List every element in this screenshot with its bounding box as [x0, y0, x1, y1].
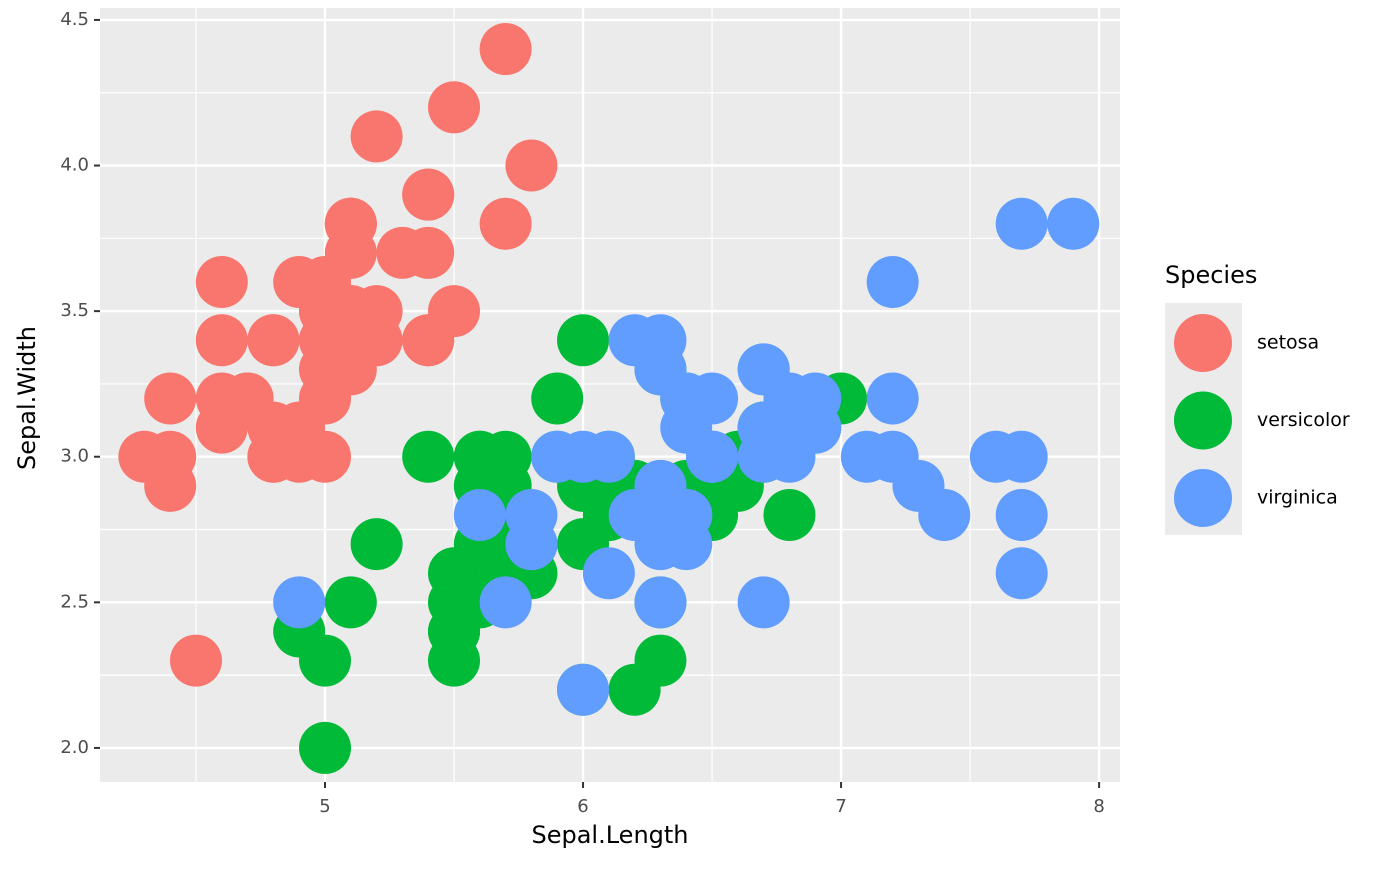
point	[350, 518, 403, 571]
point	[1047, 197, 1100, 250]
legend-label: virginica	[1257, 487, 1338, 509]
point	[918, 488, 971, 541]
x-tick-label: 6	[577, 796, 588, 817]
point	[428, 81, 481, 134]
point	[737, 430, 790, 483]
point	[195, 372, 248, 425]
point	[634, 634, 687, 687]
point	[866, 430, 919, 483]
point	[479, 197, 532, 250]
point	[402, 430, 455, 483]
point	[995, 547, 1048, 600]
point	[144, 430, 197, 483]
point	[195, 256, 248, 309]
x-tick-label: 7	[835, 796, 846, 817]
point	[686, 430, 739, 483]
point	[763, 488, 816, 541]
legend-title: Species	[1165, 261, 1257, 289]
point	[324, 197, 377, 250]
point	[995, 197, 1048, 250]
y-tick-label: 2.0	[60, 737, 89, 758]
point	[737, 343, 790, 396]
point	[273, 576, 326, 629]
point	[531, 372, 584, 425]
point	[299, 343, 352, 396]
point	[479, 23, 532, 76]
point	[350, 110, 403, 163]
point	[247, 430, 300, 483]
point	[737, 576, 790, 629]
legend-label: versicolor	[1257, 409, 1350, 431]
point	[195, 314, 248, 367]
point	[505, 139, 558, 192]
point	[402, 168, 455, 221]
x-tick-label: 5	[319, 796, 330, 817]
point	[299, 285, 352, 338]
point	[557, 314, 610, 367]
point	[299, 721, 352, 774]
point	[582, 547, 635, 600]
point	[995, 488, 1048, 541]
point	[866, 256, 919, 309]
point	[608, 314, 661, 367]
point	[453, 488, 506, 541]
y-tick-label: 4.5	[60, 9, 89, 30]
y-axis-title: Sepal.Width	[13, 326, 41, 470]
legend-label: setosa	[1257, 332, 1319, 354]
x-axis-title: Sepal.Length	[531, 821, 688, 849]
point	[479, 576, 532, 629]
point	[634, 576, 687, 629]
legend-key	[1174, 314, 1232, 372]
point	[866, 372, 919, 425]
y-tick-label: 2.5	[60, 591, 89, 612]
point	[428, 285, 481, 338]
point	[376, 226, 429, 279]
legend-key	[1174, 391, 1232, 450]
point	[299, 634, 352, 687]
point	[169, 634, 222, 687]
y-tick-label: 3.0	[60, 446, 89, 467]
y-tick-label: 3.5	[60, 300, 89, 321]
point	[247, 314, 300, 367]
legend-key	[1174, 469, 1232, 527]
point	[505, 518, 558, 571]
point	[995, 430, 1048, 483]
y-tick-label: 4.0	[60, 155, 89, 176]
point	[144, 372, 197, 425]
point	[557, 663, 610, 716]
point	[634, 488, 687, 541]
x-tick-label: 8	[1093, 796, 1104, 817]
point	[324, 576, 377, 629]
point	[531, 430, 584, 483]
